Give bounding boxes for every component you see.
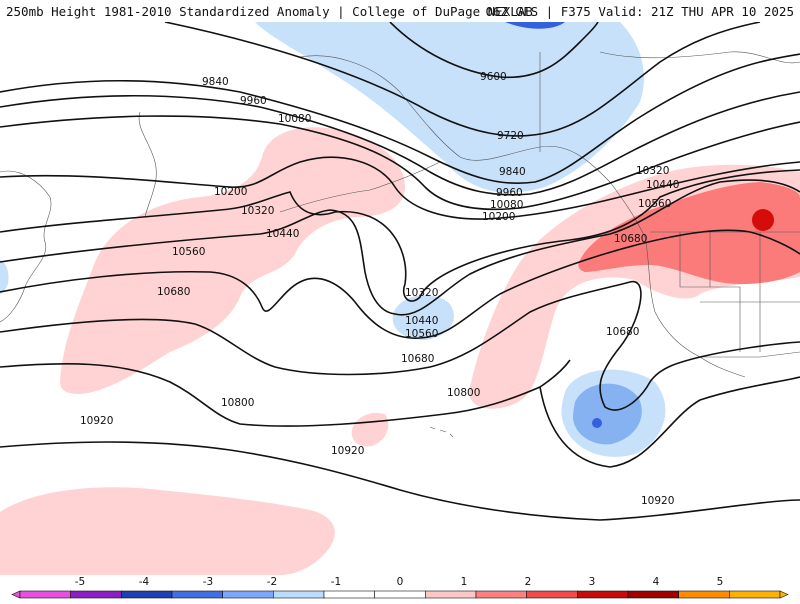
- contour-label: 10680: [606, 326, 639, 338]
- colorbar-canvas: -5 -4 -3 -2 -1 0 1 2 3 4 5: [11, 576, 789, 599]
- coastline-asia: [0, 170, 52, 323]
- colorbar-segment: [121, 590, 173, 599]
- contour-9960: [0, 91, 800, 196]
- contour-label: 10800: [447, 387, 480, 399]
- contour-label: 10920: [331, 445, 364, 457]
- anomaly-pos-core: [752, 209, 774, 231]
- colorbar-tick-label: -1: [331, 576, 341, 588]
- contour-10680: [0, 281, 800, 411]
- colorbar-segment: [19, 590, 71, 599]
- colorbar-segment: [374, 590, 426, 599]
- coastline-aleutians: [279, 161, 441, 213]
- colorbar-tick-label: 3: [589, 576, 596, 588]
- colorbar-segment: [577, 590, 629, 599]
- contour-9600: [389, 22, 599, 79]
- contour-label-group: 9600 9720 9840 9840 9960 9960 10080 1008…: [80, 71, 679, 507]
- contour-label: 10440: [646, 179, 679, 191]
- anomaly-pos-west-pacific: [60, 127, 405, 394]
- contour-9720: [164, 22, 761, 137]
- colorbar-segment: [425, 590, 477, 599]
- anomaly-pos-east-mid: [578, 182, 800, 284]
- colorbar-arrow-left: [11, 590, 21, 599]
- colorbar-tick-label: -3: [203, 576, 213, 588]
- colorbar-tick-label: 0: [397, 576, 404, 588]
- contour-10560: [0, 229, 800, 339]
- contour-label: 9960: [240, 95, 267, 107]
- weather-map: 9600 9720 9840 9840 9960 9960 10080 1008…: [0, 22, 800, 575]
- anomaly-neg-low-core: [592, 418, 602, 428]
- contour-label: 9840: [499, 166, 526, 178]
- colorbar-segment: [526, 590, 578, 599]
- colorbar-segment: [70, 590, 122, 599]
- boundary-states-2: [700, 232, 800, 352]
- coastline-canada: [599, 51, 800, 64]
- colorbar-segment: [627, 590, 679, 599]
- colorbar-tick-label: -4: [139, 576, 150, 588]
- colorbar-tick-label: 1: [461, 576, 468, 588]
- colorbar-segment: [323, 590, 375, 599]
- colorbar-segment: [678, 590, 730, 599]
- contour-label: 10080: [490, 199, 523, 211]
- colorbar-tick-label: -5: [75, 576, 85, 588]
- map-title: 250mb Height 1981-2010 Standardized Anom…: [6, 4, 533, 19]
- anomaly-neg-low-mid: [573, 383, 642, 445]
- contour-label: 10080: [278, 113, 311, 125]
- contour-label: 9960: [496, 187, 523, 199]
- colorbar-tick-label: -2: [267, 576, 277, 588]
- coastline-us-west: [644, 236, 746, 378]
- contour-label: 10560: [405, 328, 438, 340]
- contour-label: 10320: [241, 205, 274, 217]
- anomaly-neg-mid: [392, 295, 454, 340]
- contour-10800: [0, 359, 800, 468]
- contour-label: 9720: [497, 130, 524, 142]
- contour-label: 10440: [405, 315, 438, 327]
- colorbar-arrow-right: [779, 590, 789, 599]
- coastline-alaska: [299, 55, 646, 238]
- contour-9840: [0, 53, 800, 185]
- contour-label: 10680: [614, 233, 647, 245]
- boundary-mexico: [700, 351, 800, 358]
- colorbar-segment: [222, 590, 274, 599]
- contour-label: 9840: [202, 76, 229, 88]
- colorbar-tick-label: 5: [717, 576, 724, 588]
- anomaly-neg-left-edge: [0, 260, 9, 294]
- contour-label: 10920: [80, 415, 113, 427]
- hawaii-islands: [429, 426, 454, 438]
- anomaly-colorbar: -5 -4 -3 -2 -1 0 1 2 3 4 5: [0, 575, 800, 600]
- contour-label: 9600: [480, 71, 507, 83]
- anomaly-pos-south: [0, 487, 335, 575]
- contour-label: 10800: [221, 397, 254, 409]
- colorbar-segment: [171, 590, 223, 599]
- coastline-kamchatka: [138, 111, 157, 218]
- anomaly-neg-alaska-core: [505, 22, 565, 29]
- model-run-info: 06Z GFS | F375 Valid: 21Z THU APR 10 202…: [485, 4, 794, 19]
- contour-label: 10440: [266, 228, 299, 240]
- contour-10920: [0, 441, 800, 521]
- contour-label: 10920: [641, 495, 674, 507]
- contour-label: 10320: [636, 165, 669, 177]
- negative-anomaly-shading: [0, 22, 666, 457]
- contour-label: 10560: [172, 246, 205, 258]
- colorbar-segment: [475, 590, 527, 599]
- contour-label: 10200: [214, 186, 247, 198]
- contour-label: 10680: [401, 353, 434, 365]
- colorbar-segment: [273, 590, 325, 599]
- contour-label: 10200: [482, 211, 515, 223]
- contour-10080: [0, 115, 800, 211]
- contour-label: 10320: [405, 287, 438, 299]
- colorbar-tick-label: 4: [653, 576, 660, 588]
- map-canvas: 9600 9720 9840 9840 9960 9960 10080 1008…: [0, 22, 800, 575]
- positive-anomaly-shading: [0, 127, 800, 575]
- contour-10320: [0, 169, 800, 302]
- contour-label: 10680: [157, 286, 190, 298]
- colorbar-tick-label: 2: [525, 576, 532, 588]
- contour-label: 10560: [638, 198, 671, 210]
- height-contours: [0, 22, 800, 521]
- contour-10440: [0, 179, 800, 316]
- map-boundaries: [0, 51, 800, 438]
- colorbar-segment: [729, 590, 781, 599]
- map-header: 250mb Height 1981-2010 Standardized Anom…: [0, 0, 800, 22]
- contour-10200: [0, 156, 800, 220]
- anomaly-neg-alaska: [255, 22, 644, 193]
